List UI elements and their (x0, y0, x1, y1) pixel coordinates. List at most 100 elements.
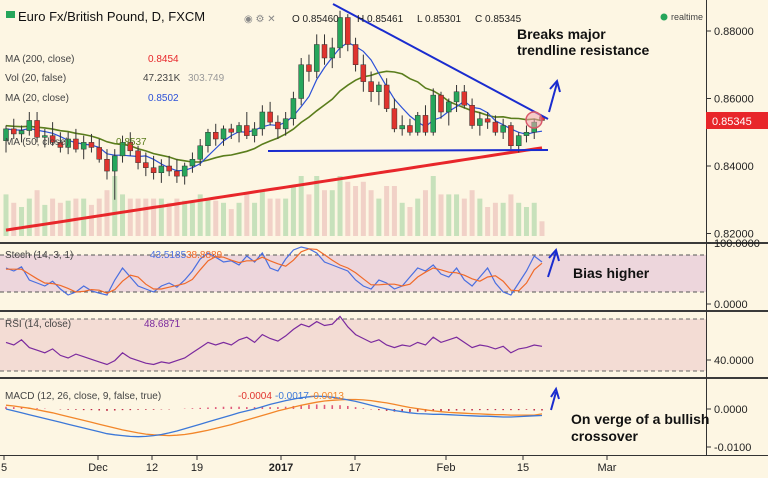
candle-body (88, 142, 95, 148)
candle-body (73, 138, 79, 150)
volume-bar (158, 198, 164, 236)
pane-divider-stoch[interactable] (0, 242, 768, 244)
time-axis-label: Dec (88, 462, 108, 474)
volume-bar (252, 202, 258, 236)
volume-bar (127, 198, 133, 236)
annotation-trendline-2: trendline resistance (517, 42, 649, 58)
rsi-line-group (5, 315, 543, 366)
candle-body (500, 125, 506, 133)
volume-bar (399, 202, 405, 236)
rsi-legend[interactable]: RSI (14, close) (5, 319, 71, 330)
volume-bar (422, 190, 428, 236)
candle-body (438, 94, 444, 113)
price-tag-value: 0.85345 (712, 116, 752, 128)
price-axis-label: 0.84000 (714, 161, 754, 173)
volume-bar (112, 176, 118, 236)
volume-bar (438, 194, 444, 236)
up-arrow-price-shaft (548, 82, 558, 113)
candle-body (290, 98, 297, 119)
ma20-legend[interactable]: MA (20, close) (5, 93, 69, 104)
candle-body (298, 64, 304, 99)
ohlc-low: L 0.85301 (417, 14, 462, 25)
candle-body (181, 165, 188, 177)
candle-body (80, 142, 87, 150)
volume-bar (531, 202, 537, 236)
macd-group (5, 395, 543, 438)
price-axis[interactable]: 0.82000 0.84000 0.86000 0.88000 (706, 26, 754, 241)
volume-bar (353, 186, 359, 236)
volume-bar (259, 190, 265, 236)
realtime-dot-icon (660, 13, 668, 21)
candle-body (282, 118, 289, 130)
volume-bar (189, 202, 195, 236)
volume-bar (205, 198, 211, 236)
rsi-value: 48.6871 (144, 319, 181, 330)
candle-body (3, 128, 9, 141)
candle-body (306, 64, 312, 72)
candle-body (119, 142, 126, 157)
candle-body (150, 167, 157, 173)
macd-legend[interactable]: MACD (12, 26, close, 9, false, true) (5, 391, 161, 402)
legend-eye-icon[interactable]: ◉ ⚙ ✕ (244, 14, 276, 25)
volume-bar (306, 194, 312, 236)
volume-bar (477, 198, 483, 236)
pane-divider-rsi[interactable] (0, 310, 768, 312)
macd-line (5, 395, 543, 438)
price-tag-box (706, 112, 768, 129)
candle-body (360, 64, 367, 82)
vol-value: 47.231K (143, 73, 181, 84)
breakout-circle (525, 111, 543, 129)
up-arrow-macd-shaft (550, 391, 557, 411)
ma20-line (5, 41, 543, 172)
volume-bar (34, 190, 40, 236)
pane-divider-macd[interactable] (0, 377, 768, 379)
ma200-legend[interactable]: MA (200, close) (5, 54, 74, 65)
descending-trendline[interactable] (332, 3, 549, 120)
indicator-axes[interactable]: 100.0000 0.0000 40.0000 0.0000 -0.0100 (706, 238, 760, 454)
price-tag: 0.85345 (706, 112, 768, 129)
candle-body (104, 159, 110, 172)
volume-bar (469, 190, 475, 236)
volume-bar (337, 176, 343, 236)
macd-hist-value: -0.0004 (238, 391, 272, 402)
time-axis-label: Feb (437, 462, 456, 474)
vol-legend[interactable]: Vol (20, false) (5, 73, 66, 84)
volume-bar (407, 207, 413, 236)
volume-bar (345, 181, 351, 236)
volume-bar (290, 186, 296, 236)
stoch-legend[interactable]: Stoch (14, 3, 1) (5, 250, 73, 261)
candle-body (414, 115, 421, 133)
candle-body (461, 91, 468, 106)
support-line[interactable] (267, 149, 549, 152)
candle-body (96, 147, 102, 160)
volume-bar (516, 202, 522, 236)
candle-body (42, 135, 48, 138)
candle-body (259, 111, 266, 130)
macd-value: -0.0017 (275, 391, 309, 402)
indicator-axis-label: 0.0000 (714, 404, 748, 416)
ma50-legend[interactable]: MA (50, close) (5, 137, 69, 148)
candle-body (127, 142, 134, 152)
candle-body (26, 120, 33, 131)
up-arrow-price-icon (549, 78, 561, 93)
candle-body (345, 17, 351, 45)
annotation-bias: Bias higher (573, 265, 650, 281)
volume-bar (376, 198, 382, 236)
volume-bar (415, 198, 421, 236)
ma50-value: 0.8537 (116, 137, 147, 148)
ma200-value: 0.8454 (148, 54, 179, 65)
volume-bar (446, 194, 452, 236)
stoch-d-line (6, 248, 543, 294)
candlesticks (3, 10, 545, 200)
volume-bar (213, 200, 219, 236)
time-axis-label: 15 (517, 462, 529, 474)
time-axis[interactable]: 5 Dec 12 19 2017 17 Feb 15 Mar (1, 455, 617, 474)
candle-body (469, 105, 475, 126)
candle-body (376, 84, 382, 92)
candle-body (337, 17, 343, 49)
annotation-crossover-2: crossover (571, 428, 638, 444)
candle-body (352, 44, 359, 65)
volume-bar (461, 198, 467, 236)
volume-bar (391, 186, 397, 236)
